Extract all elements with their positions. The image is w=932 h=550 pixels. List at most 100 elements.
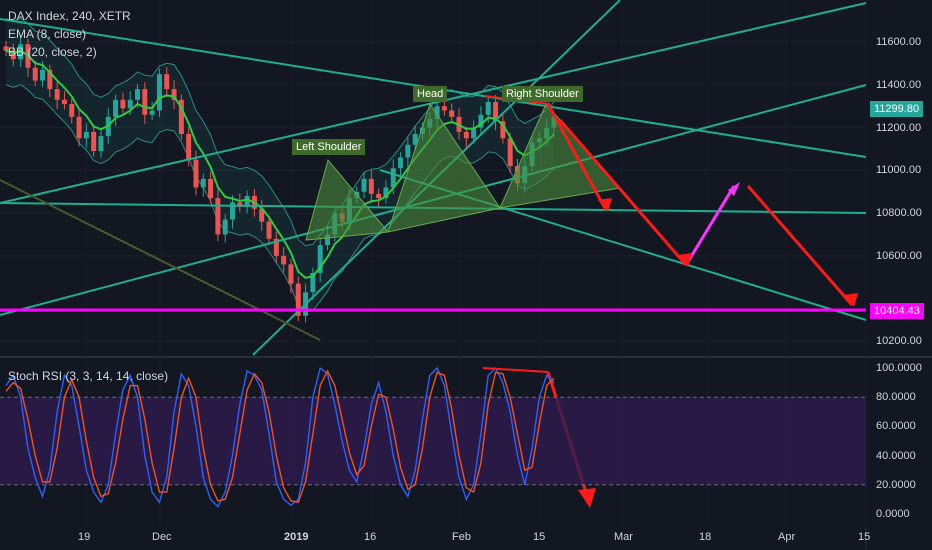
arrowhead xyxy=(844,293,858,307)
arrowhead xyxy=(678,253,692,267)
time-tick-label: Mar xyxy=(614,531,633,543)
stoch-tick-label: 80.0000 xyxy=(876,391,916,404)
arrowhead xyxy=(578,488,596,508)
candle-body xyxy=(361,178,367,192)
candle-body xyxy=(149,110,155,115)
candle-body xyxy=(376,193,382,199)
candle-body xyxy=(54,89,60,100)
time-tick-label: Apr xyxy=(778,531,796,543)
price-tick-label: 11200.00 xyxy=(876,121,922,134)
support-price-badge: 10404.43 xyxy=(870,303,924,319)
trendline xyxy=(0,179,321,341)
candle-body xyxy=(127,99,133,109)
stoch-tick-label: 60.0000 xyxy=(876,420,916,433)
stoch-divergence-line xyxy=(482,367,549,373)
trendline xyxy=(0,2,867,204)
candle-body xyxy=(164,74,170,90)
time-tick-label: Feb xyxy=(452,531,471,543)
head-label: Head xyxy=(413,86,448,102)
arrowhead xyxy=(598,198,612,212)
candle-body xyxy=(500,121,506,139)
candle-body xyxy=(91,131,97,152)
stoch-band xyxy=(0,397,866,485)
candle-body xyxy=(273,238,279,256)
stoch-tick-label: 40.0000 xyxy=(876,449,916,462)
candle-body xyxy=(135,89,141,100)
candle-body xyxy=(368,178,374,194)
bb-upper xyxy=(5,17,555,247)
candle-body xyxy=(478,114,484,128)
time-tick-label: 2019 xyxy=(284,531,309,543)
trend-drawings xyxy=(0,0,867,506)
candle-body xyxy=(76,116,82,139)
stoch-rsi-pane xyxy=(0,366,866,508)
ema-line xyxy=(5,49,555,279)
candle-body xyxy=(398,157,404,169)
candle-body xyxy=(40,69,46,81)
candle-body xyxy=(485,101,491,115)
stoch-tick-label: 20.0000 xyxy=(876,478,916,491)
time-tick-label: 19 xyxy=(78,531,91,543)
left-shoulder-label: Left Shoulder xyxy=(292,139,366,155)
time-tick-label: Dec xyxy=(152,531,172,543)
candle-body xyxy=(83,131,89,139)
price-tick-label: 11000.00 xyxy=(876,164,922,177)
candle-body xyxy=(434,106,440,120)
price-tick-label: 10800.00 xyxy=(876,207,922,220)
candle-body xyxy=(412,134,418,145)
candle-body xyxy=(281,255,287,265)
candle-body xyxy=(156,74,162,111)
left-shoulder-shape xyxy=(305,158,389,241)
time-tick-label: 16 xyxy=(364,531,377,543)
candle-body xyxy=(10,50,16,60)
candle-body xyxy=(266,221,272,239)
candle-body xyxy=(471,127,477,139)
stoch-legend: Stoch RSI (3, 3, 14, 14, close) xyxy=(8,369,169,383)
candle-body xyxy=(390,168,396,188)
right-shoulder-label: Right Shoulder xyxy=(502,86,583,102)
arrowhead-up xyxy=(728,182,740,196)
time-tick-label: 15 xyxy=(533,531,546,543)
candle-body xyxy=(98,136,104,152)
candle-body xyxy=(237,202,243,207)
candle-body xyxy=(244,196,250,207)
candle-body xyxy=(142,89,148,115)
candle-body xyxy=(222,219,228,235)
down-arrow-2 xyxy=(558,119,688,266)
candle-body xyxy=(3,46,9,51)
candle-body xyxy=(61,99,67,105)
candle-body xyxy=(186,134,192,160)
up-arrow xyxy=(684,185,736,266)
price-tick-label: 10600.00 xyxy=(876,249,922,262)
candle-body xyxy=(171,89,177,100)
price-tick-label: 11600.00 xyxy=(876,36,922,49)
candle-body xyxy=(310,272,316,293)
candle-body xyxy=(215,198,221,235)
candle-body xyxy=(200,178,206,188)
candle-body xyxy=(178,99,184,135)
candle-body xyxy=(295,283,301,316)
ema-legend: EMA (8, close) xyxy=(8,27,87,41)
price-tick-label: 11400.00 xyxy=(876,78,922,91)
stoch-k-line xyxy=(5,366,555,508)
candle-body xyxy=(383,187,389,199)
candle-body xyxy=(317,245,323,273)
down-arrow-1 xyxy=(546,103,608,211)
ema-polyline xyxy=(5,49,555,279)
stoch-tick-label: 0.0000 xyxy=(876,508,910,520)
last-price-badge: 11299.80 xyxy=(870,101,924,117)
time-tick-label: 18 xyxy=(699,531,712,543)
candle-body xyxy=(47,69,53,90)
candle-body xyxy=(113,99,119,117)
candle-body xyxy=(120,99,126,109)
candle-body xyxy=(405,144,411,158)
candle-body xyxy=(493,101,499,122)
stoch-d-line xyxy=(5,369,555,504)
candle-body xyxy=(507,138,513,167)
candle-body xyxy=(441,106,447,111)
chart-title: DAX Index, 240, XETR xyxy=(8,9,131,23)
candle-body xyxy=(193,159,199,188)
bb-legend: BB (20, close, 2) xyxy=(8,45,97,59)
candle-body xyxy=(230,202,236,220)
